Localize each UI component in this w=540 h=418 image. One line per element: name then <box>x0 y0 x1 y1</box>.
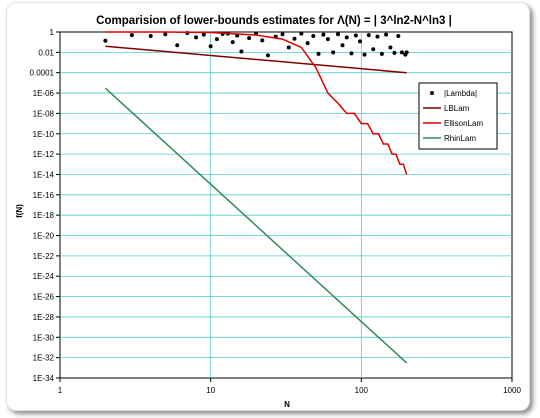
y-tick-label: 1E-16 <box>33 191 55 200</box>
y-tick-label: 1E-20 <box>33 232 55 241</box>
y-tick-label: 1E-14 <box>33 170 55 179</box>
legend-label-lambda: |Lambda| <box>444 89 477 98</box>
lambda-point <box>260 38 265 43</box>
chart-title-prefix: Comparision of lower-bounds estimates fo… <box>96 15 337 27</box>
x-axis-ticks: 1 10 100 1000 <box>58 378 521 395</box>
y-tick-label: 0.01 <box>38 48 54 57</box>
lambda-point <box>375 34 380 39</box>
lambda-point <box>247 36 252 41</box>
lambda-point <box>392 50 397 55</box>
y-axis-ticks: 1 0.01 0.0001 1E-06 1E-08 1E-10 1E-12 1E-14 1E-1… <box>30 28 60 383</box>
y-tick-label: 1E-18 <box>33 211 55 220</box>
lambda-point <box>321 32 326 37</box>
lambda-point <box>201 32 206 37</box>
lambda-point <box>384 32 389 37</box>
y-tick-label: 1E-12 <box>33 150 55 159</box>
lambda-point <box>163 32 168 37</box>
y-tick-label: 1 <box>50 28 55 37</box>
lambda-point <box>349 51 354 56</box>
series-group <box>103 30 409 364</box>
y-tick-label: 1E-22 <box>33 252 55 261</box>
lambda-point <box>371 47 376 52</box>
legend-label-rhinlam: RhinLam <box>444 134 476 143</box>
lambda-point <box>239 49 244 54</box>
lambda-point <box>305 41 310 46</box>
lambda-point <box>292 36 297 41</box>
chart-frame: Comparision of lower-bounds estimates fo… <box>6 2 530 411</box>
x-tick-label: 10 <box>206 386 215 395</box>
x-tick-label: 100 <box>355 386 369 395</box>
lambda-point <box>286 45 291 50</box>
lambda-point <box>316 51 321 56</box>
lambda-point <box>148 34 153 39</box>
lambda-point <box>335 32 340 37</box>
y-tick-label: 1E-32 <box>33 354 55 363</box>
lambda-point <box>175 43 180 48</box>
x-axis-label: N <box>284 400 290 409</box>
lambda-point <box>388 45 393 50</box>
legend-marker-lambda <box>430 91 434 95</box>
lambda-point <box>208 44 213 49</box>
x-tick-label: 1 <box>58 386 63 395</box>
lambda-point <box>340 43 345 48</box>
lambda-point <box>325 37 330 42</box>
lambda-point <box>129 33 134 38</box>
y-tick-label: 0.0001 <box>30 69 55 78</box>
grid-lines <box>60 32 512 378</box>
lambda-point <box>311 34 316 39</box>
legend-label-ellisonlam: EllisonLam <box>444 119 483 128</box>
lambda-point <box>230 40 235 45</box>
lambda-point <box>396 34 401 39</box>
lambda-point <box>358 39 363 44</box>
lambda-point <box>265 53 270 58</box>
chart-svg: Comparision of lower-bounds estimates fo… <box>15 15 521 409</box>
lambda-point <box>404 50 409 55</box>
lambda-point <box>344 35 349 40</box>
lambda-point <box>353 33 358 38</box>
lambda-point <box>194 35 199 40</box>
ellisonlam-line <box>105 31 408 175</box>
lambda-point <box>280 32 285 37</box>
y-tick-label: 1E-08 <box>33 109 55 118</box>
chart-title: Comparision of lower-bounds estimates fo… <box>96 15 452 27</box>
x-tick-label: 1000 <box>503 386 521 395</box>
rhinlam-line <box>104 87 408 364</box>
lambda-point <box>362 52 367 57</box>
y-tick-label: 1E-24 <box>33 272 55 281</box>
y-axis-label: f(N) <box>15 204 24 218</box>
y-tick-label: 1E-06 <box>33 89 55 98</box>
y-tick-label: 1E-26 <box>33 293 55 302</box>
chart-title-formula: Λ(N) = | 3^ln2-N^ln3 | <box>337 15 452 27</box>
lambda-point <box>299 31 304 36</box>
lambda-point <box>379 51 384 56</box>
lambda-point <box>399 50 404 55</box>
y-tick-label: 1E-28 <box>33 313 55 322</box>
y-tick-label: 1E-30 <box>33 333 55 342</box>
lambda-point <box>331 50 336 55</box>
y-tick-label: 1E-10 <box>33 130 55 139</box>
lambda-point <box>103 38 108 43</box>
legend: |Lambda| LBLam EllisonLam RhinLam <box>418 82 498 150</box>
lambda-point <box>214 37 219 42</box>
legend-label-lblam: LBLam <box>444 104 470 113</box>
y-tick-label: 1E-34 <box>33 374 55 383</box>
lambda-point <box>366 33 371 38</box>
lblam-line <box>105 45 407 74</box>
